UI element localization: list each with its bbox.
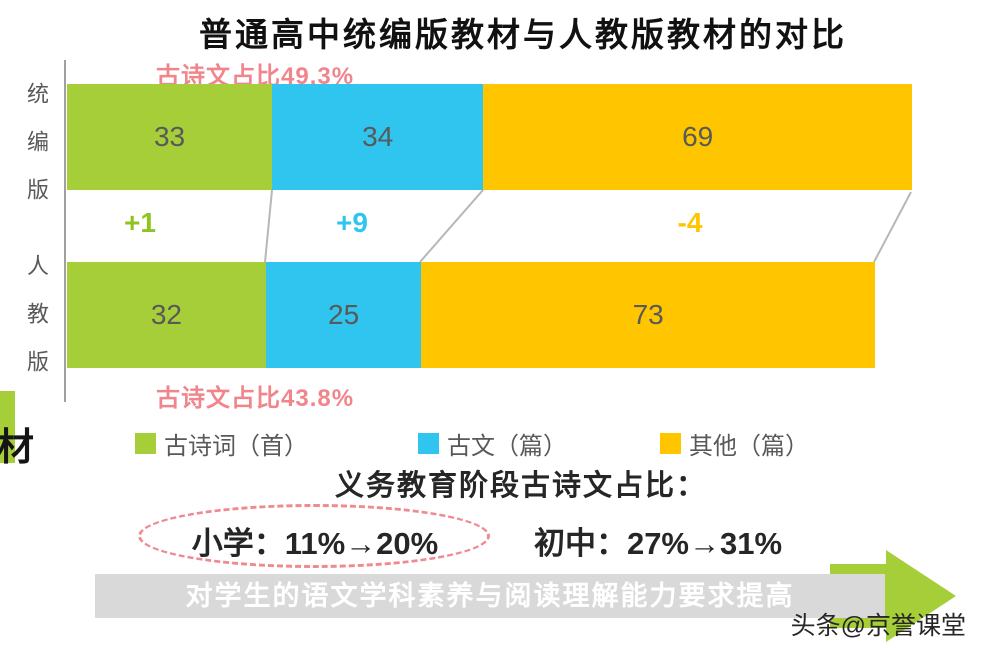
legend-swatch-gushici — [135, 433, 156, 454]
left-edge-fragment — [0, 391, 15, 463]
legend-swatch-qita — [660, 433, 681, 454]
bar-segment-gushici-top: 33 — [67, 84, 273, 190]
segment-value: 25 — [328, 299, 360, 330]
highlight-ellipse — [138, 504, 490, 568]
legend-item-qita: 其他（篇） — [660, 426, 809, 461]
segment-value: 73 — [632, 299, 664, 330]
summary-heading: 义务教育阶段古诗文占比： — [334, 470, 707, 502]
stacked-bar-renjiaoban: 32 25 73 — [67, 262, 875, 368]
junior-school-stat: 初中：27%→31% — [533, 526, 783, 561]
segment-value: 33 — [153, 121, 186, 152]
segment-value: 32 — [150, 299, 183, 330]
diff-label-qita: -4 — [677, 207, 703, 238]
bar-segment-qita-bottom: 73 — [421, 262, 875, 368]
connector-line-2 — [419, 190, 484, 262]
chart-title: 普通高中统编版教材与人教版教材的对比 — [199, 16, 847, 53]
category-label-renjiaoban: 人教版 — [24, 254, 49, 398]
legend-swatch-guwen — [418, 433, 439, 454]
primary-school-stat: 小学：11%→20% — [191, 526, 439, 561]
legend-label-gushici: 古诗词（首） — [164, 433, 308, 460]
connector-line-3 — [873, 191, 912, 262]
bottom-share-annotation: 古诗文占比43.8% — [156, 385, 355, 412]
bar-segment-gushici-bottom: 32 — [67, 262, 266, 368]
legend-item-guwen: 古文（篇） — [418, 426, 567, 461]
legend-label-qita: 其他（篇） — [689, 433, 809, 460]
legend-item-gushici: 古诗词（首） — [135, 426, 308, 461]
segment-value: 69 — [682, 121, 714, 152]
diff-label-guwen: +9 — [336, 207, 368, 238]
connector-lines — [264, 190, 912, 262]
bar-segment-qita-top: 69 — [483, 84, 912, 190]
connector-line-1 — [264, 190, 273, 262]
segment-value: 34 — [362, 121, 394, 152]
bar-segment-guwen-top: 34 — [272, 84, 484, 190]
watermark: 头条@京誉课堂 — [790, 612, 966, 640]
bar-segment-guwen-bottom: 25 — [265, 262, 422, 368]
conclusion-banner: 对学生的语文学科素养与阅读理解能力要求提高 — [95, 574, 885, 618]
stacked-bar-tongbianban: 33 34 69 — [67, 84, 912, 190]
y-axis-line — [64, 60, 66, 402]
left-edge-character: 材 — [0, 427, 35, 469]
diff-label-gushici: +1 — [124, 207, 156, 238]
category-label-tongbianban: 统编版 — [24, 82, 49, 226]
legend-label-guwen: 古文（篇） — [447, 433, 567, 460]
